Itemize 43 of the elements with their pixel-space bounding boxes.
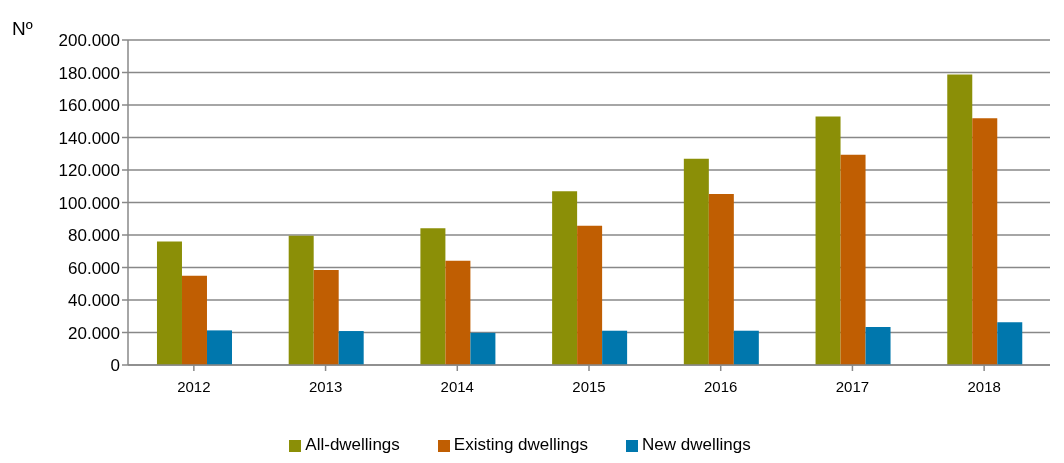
bar: [156, 241, 182, 365]
x-tick-label: 2015: [572, 377, 606, 395]
bar: [602, 330, 628, 365]
bar: [733, 330, 759, 365]
bar: [206, 330, 232, 365]
y-tick-label: 40.000: [68, 291, 120, 311]
bar: [865, 326, 891, 365]
bar: [815, 116, 841, 365]
bar: [708, 193, 734, 365]
y-tick-label: 80.000: [68, 226, 120, 246]
bar: [972, 118, 998, 365]
legend-label: Existing dwellings: [453, 435, 588, 454]
legend-label: All-dwellings: [305, 435, 400, 454]
y-tick-label: 100.000: [58, 193, 120, 213]
y-tick-label: 180.000: [58, 63, 120, 83]
x-tick-label: 2018: [967, 377, 1001, 395]
x-tick-label: 2016: [704, 377, 738, 395]
y-axis-title: Nº: [12, 18, 33, 40]
bar: [470, 332, 496, 365]
y-tick-label: 20.000: [68, 323, 120, 343]
bar: [577, 225, 603, 365]
bar: [288, 235, 314, 365]
bar: [840, 154, 866, 365]
y-tick-label: 200.000: [58, 31, 120, 51]
bar: [997, 322, 1023, 365]
x-tick-label: 2013: [308, 377, 343, 395]
bar: [420, 228, 446, 365]
bar: [683, 158, 709, 365]
bar: [181, 275, 207, 365]
bar: [947, 74, 973, 365]
y-tick-label: 120.000: [58, 161, 120, 181]
x-tick-label: 2014: [440, 377, 474, 395]
x-tick-label: 2012: [177, 377, 211, 395]
x-tick-label: 2017: [835, 377, 870, 395]
bar: [445, 260, 471, 365]
bar: [313, 270, 339, 365]
y-tick-label: 140.000: [58, 128, 120, 148]
y-tick-label: 0: [110, 356, 120, 376]
legend-label: New dwellings: [642, 435, 751, 454]
y-tick-label: 60.000: [68, 258, 120, 278]
y-tick-label: 160.000: [58, 96, 120, 116]
bar: [338, 331, 364, 365]
bar: [552, 191, 578, 365]
